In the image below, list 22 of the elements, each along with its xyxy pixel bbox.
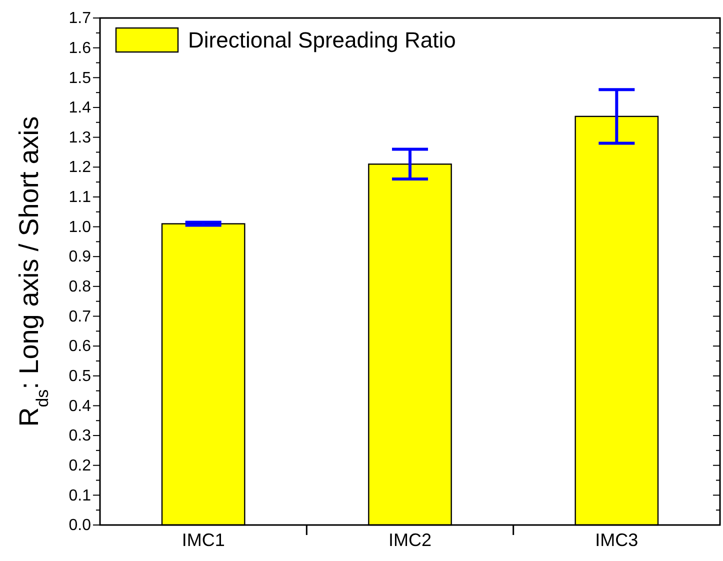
y-tick-label: 0.3 [68, 428, 92, 445]
x-tick-label: IMC3 [595, 530, 638, 550]
y-tick-label: 0.6 [68, 338, 92, 356]
y-tick-label: 0.1 [68, 487, 92, 504]
y-tick-label: 0.5 [68, 368, 92, 385]
y-tick-label: 0.7 [68, 308, 92, 326]
y-tick-label: 1.2 [68, 159, 92, 176]
y-tick-label: 1.0 [68, 218, 92, 236]
x-tick-label: IMC1 [182, 530, 225, 550]
y-tick-label: 1.3 [68, 129, 92, 146]
y-tick-label: 1.5 [68, 70, 92, 87]
y-tick-label: 0.8 [68, 278, 92, 296]
legend-label: Directional Spreading Ratio [188, 28, 456, 53]
y-tick-label: 0.9 [68, 248, 92, 266]
y-tick-label: 1.6 [68, 40, 92, 57]
y-tick-label: 1.4 [68, 100, 92, 117]
x-tick-label: IMC2 [388, 530, 432, 550]
y-tick-label: 1.7 [68, 10, 92, 28]
y-tick-label: 1.1 [68, 189, 92, 206]
y-tick-label: 0.2 [68, 457, 92, 474]
y-tick-label: 0.0 [68, 517, 92, 534]
y-tick-label: 0.4 [68, 398, 92, 415]
